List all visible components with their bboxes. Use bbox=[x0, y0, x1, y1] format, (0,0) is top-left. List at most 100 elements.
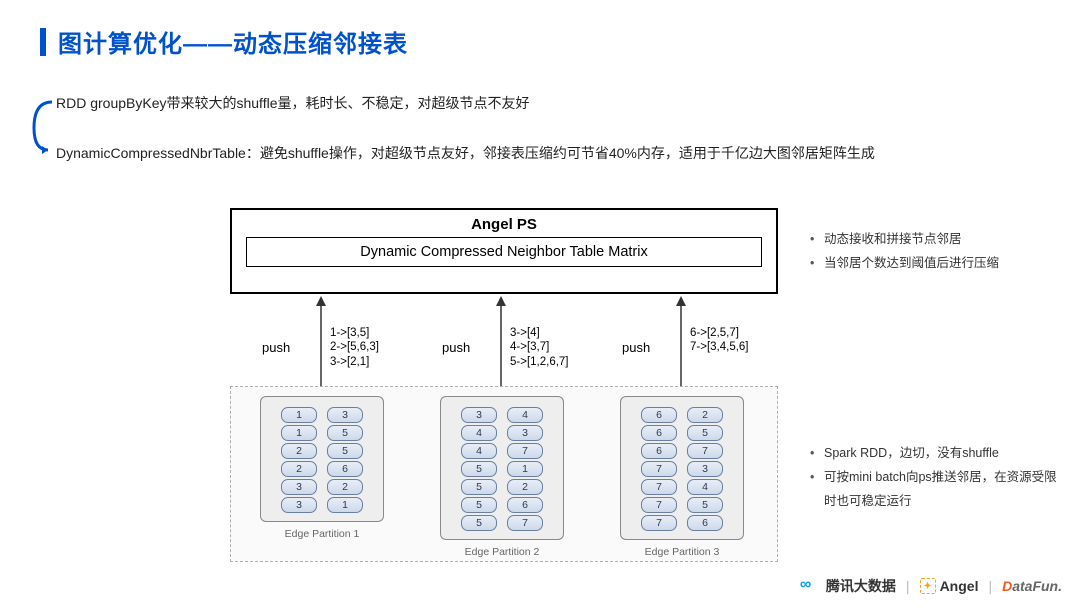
edge-row: 13 bbox=[271, 407, 373, 423]
edge-chip: 3 bbox=[687, 461, 723, 477]
edge-row: 62 bbox=[631, 407, 733, 423]
title-accent-bar bbox=[40, 28, 46, 56]
partition-label: Edge Partition 2 bbox=[440, 546, 564, 558]
edge-chip: 6 bbox=[641, 425, 677, 441]
edge-chip: 7 bbox=[687, 443, 723, 459]
angel-text: Angel bbox=[940, 578, 979, 594]
edge-chip: 4 bbox=[507, 407, 543, 423]
edge-row: 67 bbox=[631, 443, 733, 459]
edge-chip: 1 bbox=[507, 461, 543, 477]
partition-box: 34434751525657 bbox=[440, 396, 564, 540]
push-maps-1: 1->[3,5]2->[5,6,3]3->[2,1] bbox=[330, 326, 379, 369]
partition-label: Edge Partition 1 bbox=[260, 528, 384, 540]
edge-chip: 4 bbox=[461, 443, 497, 459]
edge-chip: 5 bbox=[461, 479, 497, 495]
desc-line-2: DynamicCompressedNbrTable：避免shuffle操作，对超… bbox=[56, 142, 1050, 164]
edge-row: 15 bbox=[271, 425, 373, 441]
tencent-text: 腾讯大数据 bbox=[826, 576, 896, 596]
edge-chip: 7 bbox=[507, 515, 543, 531]
edge-chip: 5 bbox=[687, 425, 723, 441]
push-maps-2: 3->[4]4->[3,7]5->[1,2,6,7] bbox=[510, 326, 569, 369]
datafun-logo-block: DataFun. bbox=[1002, 578, 1062, 594]
angel-ps-title: Angel PS bbox=[232, 210, 776, 237]
edge-row: 43 bbox=[451, 425, 553, 441]
edge-chip: 5 bbox=[687, 497, 723, 513]
edge-chip: 3 bbox=[507, 425, 543, 441]
edge-chip: 2 bbox=[687, 407, 723, 423]
edge-row: 57 bbox=[451, 515, 553, 531]
edge-row: 65 bbox=[631, 425, 733, 441]
edge-row: 32 bbox=[271, 479, 373, 495]
angel-logo-block: ✦ Angel bbox=[920, 578, 979, 594]
edge-partition-2: 34434751525657Edge Partition 2 bbox=[440, 396, 564, 558]
bullets-top: 动态接收和拼接节点邻居当邻居个数达到阈值后进行压缩 bbox=[810, 228, 1060, 276]
edge-chip: 3 bbox=[327, 407, 363, 423]
bullet-item: 可按mini batch向ps推送邻居，在资源受限时也可稳定运行 bbox=[810, 466, 1060, 514]
edge-chip: 6 bbox=[687, 515, 723, 531]
bullets-bottom: Spark RDD，边切，没有shuffle可按mini batch向ps推送邻… bbox=[810, 442, 1060, 513]
tencent-logo-block: ∞ 腾讯大数据 bbox=[800, 576, 896, 596]
edge-chip: 6 bbox=[641, 443, 677, 459]
desc-line-1: RDD groupByKey带来较大的shuffle量，耗时长、不稳定，对超级节… bbox=[56, 92, 1050, 114]
partition-box: 131525263231 bbox=[260, 396, 384, 522]
edge-row: 76 bbox=[631, 515, 733, 531]
title-text: 图计算优化——动态压缩邻接表 bbox=[58, 24, 408, 59]
edge-row: 73 bbox=[631, 461, 733, 477]
push-maps-3: 6->[2,5,7]7->[3,4,5,6] bbox=[690, 326, 749, 355]
edge-chip: 6 bbox=[641, 407, 677, 423]
push-label-1: push bbox=[262, 340, 290, 355]
edge-chip: 5 bbox=[461, 497, 497, 513]
edge-row: 25 bbox=[271, 443, 373, 459]
edge-chip: 4 bbox=[687, 479, 723, 495]
datafun-rest: ataFun. bbox=[1012, 578, 1062, 594]
edge-row: 47 bbox=[451, 443, 553, 459]
edge-chip: 6 bbox=[507, 497, 543, 513]
edge-partition-3: 62656773747576Edge Partition 3 bbox=[620, 396, 744, 558]
edge-chip: 2 bbox=[327, 479, 363, 495]
edge-chip: 3 bbox=[281, 479, 317, 495]
infinity-icon: ∞ bbox=[800, 579, 822, 593]
partition-box: 62656773747576 bbox=[620, 396, 744, 540]
angel-ps-box: Angel PS Dynamic Compressed Neighbor Tab… bbox=[230, 208, 778, 294]
push-arrow-2 bbox=[494, 296, 508, 388]
footer-sep-1: | bbox=[906, 578, 910, 594]
edge-chip: 5 bbox=[461, 461, 497, 477]
push-arrow-3 bbox=[674, 296, 688, 388]
edge-row: 74 bbox=[631, 479, 733, 495]
edge-chip: 7 bbox=[641, 479, 677, 495]
push-label-2: push bbox=[442, 340, 470, 355]
edge-row: 34 bbox=[451, 407, 553, 423]
bullet-item: 当邻居个数达到阈值后进行压缩 bbox=[810, 252, 1060, 276]
edge-chip: 7 bbox=[641, 515, 677, 531]
edge-chip: 2 bbox=[281, 443, 317, 459]
edge-chip: 5 bbox=[327, 443, 363, 459]
push-label-3: push bbox=[622, 340, 650, 355]
edge-chip: 7 bbox=[641, 461, 677, 477]
edge-row: 26 bbox=[271, 461, 373, 477]
desc-connector-arrow bbox=[30, 100, 70, 156]
partition-label: Edge Partition 3 bbox=[620, 546, 744, 558]
edge-chip: 1 bbox=[281, 407, 317, 423]
angel-ps-matrix: Dynamic Compressed Neighbor Table Matrix bbox=[246, 237, 762, 267]
push-arrow-1 bbox=[314, 296, 328, 388]
slide-title: 图计算优化——动态压缩邻接表 bbox=[40, 24, 408, 59]
bullet-item: Spark RDD，边切，没有shuffle bbox=[810, 442, 1060, 466]
edge-chip: 5 bbox=[327, 425, 363, 441]
footer-sep-2: | bbox=[988, 578, 992, 594]
edge-chip: 7 bbox=[507, 443, 543, 459]
datafun-d: D bbox=[1002, 578, 1012, 594]
edge-chip: 4 bbox=[461, 425, 497, 441]
edge-row: 52 bbox=[451, 479, 553, 495]
edge-chip: 5 bbox=[461, 515, 497, 531]
edge-row: 75 bbox=[631, 497, 733, 513]
angel-icon: ✦ bbox=[920, 578, 936, 594]
edge-chip: 1 bbox=[281, 425, 317, 441]
edge-chip: 3 bbox=[461, 407, 497, 423]
edge-row: 51 bbox=[451, 461, 553, 477]
edge-chip: 1 bbox=[327, 497, 363, 513]
edge-chip: 2 bbox=[507, 479, 543, 495]
bullet-item: 动态接收和拼接节点邻居 bbox=[810, 228, 1060, 252]
footer-logos: ∞ 腾讯大数据 | ✦ Angel | DataFun. bbox=[800, 576, 1062, 596]
edge-chip: 2 bbox=[281, 461, 317, 477]
edge-chip: 6 bbox=[327, 461, 363, 477]
